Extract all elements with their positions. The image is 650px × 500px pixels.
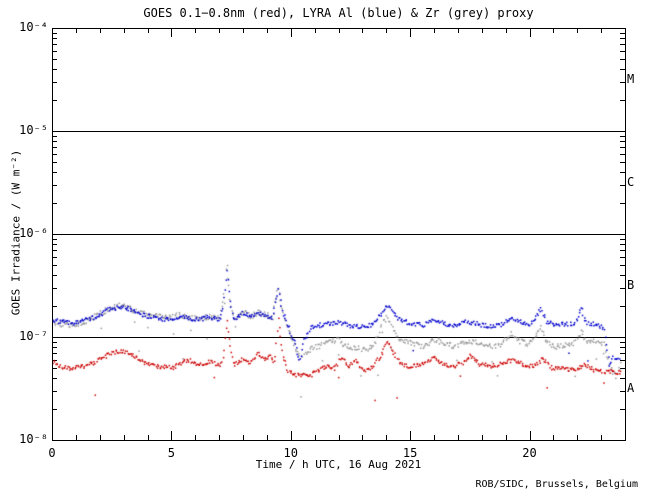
y-tick-label: 10⁻⁸ [19, 432, 48, 446]
y-tick-label: 10⁻⁷ [19, 329, 48, 343]
x-tick-label: 15 [402, 446, 418, 460]
x-tick-label: 10 [283, 446, 298, 460]
flare-class-label: A [627, 380, 635, 395]
x-tick-label: 5 [167, 446, 175, 460]
flare-class-label: M [627, 71, 635, 86]
credit-text: ROB/SIDC, Brussels, Belgium [475, 479, 638, 490]
y-tick-label: 10⁻⁶ [19, 226, 48, 240]
x-tick-label: 0 [48, 446, 56, 460]
y-tick-label: 10⁻⁵ [19, 123, 48, 137]
flare-class-label: B [627, 277, 635, 292]
x-tick-label: 20 [522, 446, 537, 460]
x-axis-title: Time / h UTC, 16 Aug 2021 [255, 458, 422, 471]
y-tick-label: 10⁻⁴ [19, 20, 48, 34]
flare-class-label: C [627, 174, 635, 189]
